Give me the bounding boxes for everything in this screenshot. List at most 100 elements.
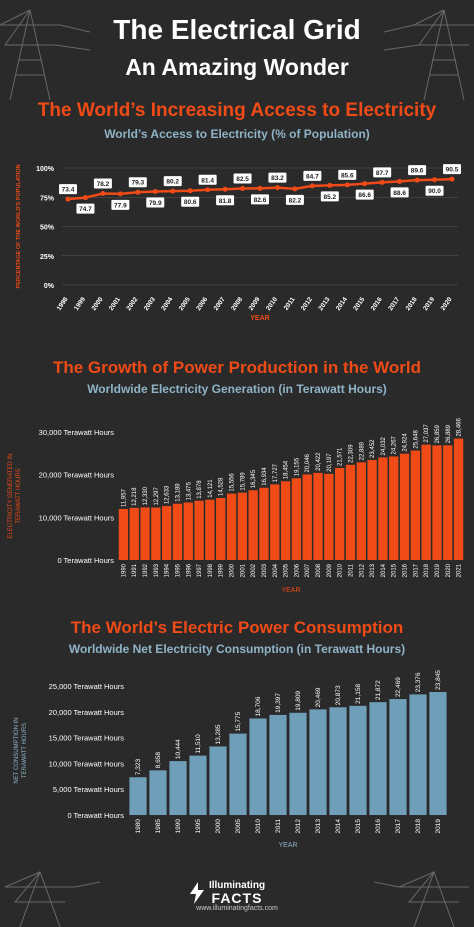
x-tick-label: 2018 <box>424 563 430 577</box>
consumption-bar-chart: 0 Terawatt Hours5,000 Terawatt Hours10,0… <box>0 660 474 855</box>
bar-value-label: 12,297 <box>154 487 160 506</box>
bar-value-label: 15,789 <box>240 472 246 491</box>
data-point <box>380 180 385 185</box>
x-tick-label: 2003 <box>143 296 157 312</box>
x-tick-label: 1980 <box>135 819 142 834</box>
bar-value-label: 22,889 <box>359 441 365 460</box>
x-tick-label: 2009 <box>327 563 333 577</box>
bar-value-label: 10,444 <box>175 739 182 759</box>
brand-name-line2: FACTS <box>0 891 474 905</box>
bar <box>140 507 149 560</box>
y-tick-label: 75% <box>40 195 55 202</box>
bar-value-label: 26,889 <box>446 424 452 443</box>
bar-value-label: 14,528 <box>219 477 225 496</box>
data-point <box>275 185 280 190</box>
bar <box>324 474 333 560</box>
x-tick-label: 2019 <box>422 296 436 312</box>
y-tick-label: 10,000 Terawatt Hours <box>39 513 115 522</box>
bar <box>429 692 446 815</box>
x-tick-label: 2017 <box>395 819 402 834</box>
bar-value-label: 25,648 <box>413 430 419 449</box>
x-tick-label: 2006 <box>294 563 300 577</box>
bar-value-label: 14,121 <box>208 479 214 498</box>
bar-value-label: 28,466 <box>457 418 463 437</box>
main-title: The Electrical Grid <box>0 14 474 46</box>
x-tick-label: 2019 <box>435 819 442 834</box>
x-tick-label: 2004 <box>160 296 174 312</box>
data-point <box>153 189 158 194</box>
y-tick-label: 0 Terawatt Hours <box>57 556 114 565</box>
x-tick-label: 2002 <box>251 563 257 577</box>
x-tick-label: 2020 <box>446 563 452 577</box>
x-tick-label: 1993 <box>154 563 160 577</box>
y-tick-label: 25% <box>40 254 55 261</box>
y-tick-label: 20,000 Terawatt Hours <box>39 471 115 480</box>
x-tick-label: 1991 <box>132 563 138 577</box>
data-point <box>135 190 140 195</box>
y-tick-label: 25,000 Terawatt Hours <box>49 682 125 691</box>
data-label: 86.6 <box>358 192 371 199</box>
x-axis-label: YEAR <box>250 315 269 322</box>
bar-value-label: 19,809 <box>295 691 302 711</box>
bar <box>289 713 306 815</box>
data-point <box>362 181 367 186</box>
data-point <box>432 177 437 182</box>
x-tick-label: 2020 <box>440 296 454 312</box>
data-label: 80.2 <box>166 179 179 186</box>
data-point <box>415 178 420 183</box>
bar-value-label: 15,775 <box>235 711 242 731</box>
y-tick-label: 100% <box>36 166 55 173</box>
bar-value-label: 20,422 <box>316 452 322 471</box>
bar-value-label: 13,475 <box>186 481 192 500</box>
x-tick-label: 2011 <box>275 819 282 833</box>
x-tick-label: 1998 <box>56 296 70 312</box>
bar <box>349 706 366 815</box>
data-label: 80.6 <box>184 199 197 206</box>
bar-value-label: 20,197 <box>327 453 333 472</box>
x-tick-label: 2001 <box>240 563 246 577</box>
x-tick-label: 2010 <box>255 819 262 834</box>
bar <box>227 494 236 560</box>
bar <box>249 490 258 560</box>
x-tick-label: 2021 <box>457 563 463 577</box>
bar-value-label: 18,706 <box>255 696 262 716</box>
bar-value-label: 11,957 <box>121 488 127 507</box>
bar <box>238 493 247 560</box>
data-label: 79.9 <box>149 200 162 207</box>
bar <box>129 777 146 815</box>
bar-value-label: 26,859 <box>435 424 441 443</box>
x-tick-label: 2018 <box>405 296 419 312</box>
x-tick-label: 1997 <box>197 563 203 577</box>
bar-value-label: 17,727 <box>273 463 279 482</box>
brand-logo: Illuminating FACTS www.illuminatingfacts… <box>0 880 474 912</box>
x-tick-label: 2004 <box>273 563 279 577</box>
bar-value-label: 24,032 <box>381 436 387 455</box>
x-tick-label: 2011 <box>283 296 297 312</box>
x-tick-label: 2016 <box>403 563 409 577</box>
x-tick-label: 2013 <box>370 563 376 577</box>
bar <box>309 709 326 815</box>
bar-value-label: 16,345 <box>251 469 257 488</box>
data-point <box>188 188 193 193</box>
bar <box>400 454 409 560</box>
bar-value-label: 13,285 <box>215 724 222 744</box>
data-point <box>345 182 350 187</box>
x-axis-label: YEAR <box>281 587 300 594</box>
x-tick-label: 2010 <box>265 296 279 312</box>
data-label: 84.7 <box>306 173 319 180</box>
data-point <box>292 186 297 191</box>
bar-value-label: 20,873 <box>335 685 342 705</box>
bar-value-label: 27,037 <box>424 424 430 443</box>
y-tick-label: 5,000 Terawatt Hours <box>53 785 124 794</box>
bar-value-label: 24,924 <box>403 433 409 452</box>
bar <box>194 501 203 560</box>
bar <box>369 702 386 815</box>
bar <box>173 504 182 560</box>
y-tick-label: 20,000 Terawatt Hours <box>49 708 125 717</box>
data-label: 85.2 <box>323 194 336 201</box>
data-label: 87.7 <box>376 170 389 177</box>
y-tick-label: 0 Terawatt Hours <box>67 811 124 820</box>
bar <box>313 473 322 560</box>
bar <box>346 465 355 560</box>
data-point <box>100 191 105 196</box>
